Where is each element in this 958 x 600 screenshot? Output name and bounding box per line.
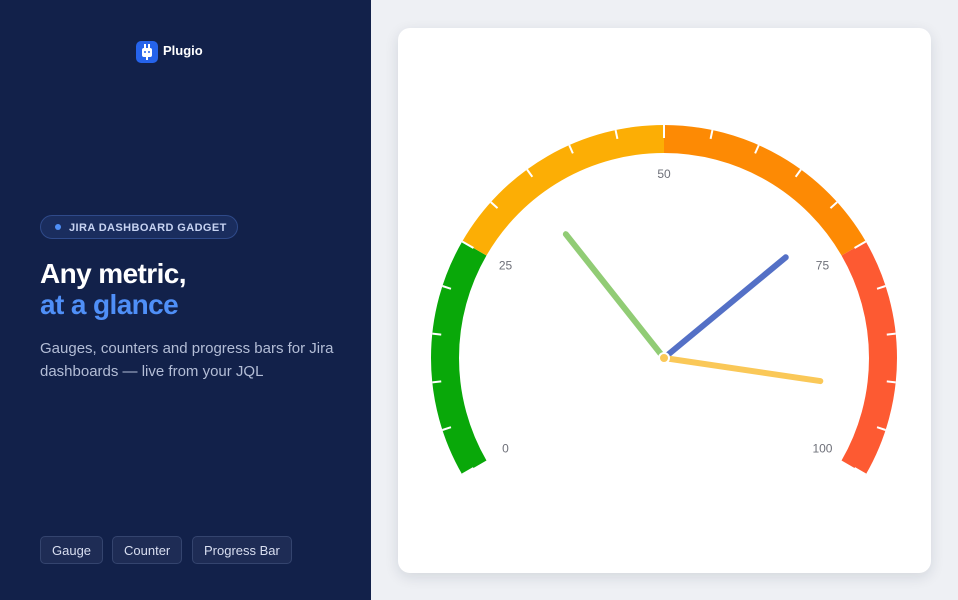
gauge-band <box>663 125 866 256</box>
chart-card: 0 25 50 75 100 <box>398 28 931 573</box>
description: Gauges, counters and progress bars for J… <box>40 340 334 380</box>
minor-tick <box>526 168 534 178</box>
tick-label: 100 <box>812 442 832 456</box>
major-tick <box>461 467 474 476</box>
needle-hub <box>658 352 670 364</box>
gauge-band <box>462 125 665 256</box>
minor-tick <box>829 201 838 209</box>
major-tick <box>854 467 867 476</box>
gauge-button[interactable]: Gauge <box>40 536 104 564</box>
headline-accent: at a glance <box>40 289 179 320</box>
minor-tick <box>432 332 442 336</box>
minor-tick <box>432 380 442 384</box>
minor-tick <box>442 285 452 290</box>
major-tick <box>854 240 867 249</box>
logo-icon <box>142 44 152 60</box>
minor-tick <box>886 332 896 336</box>
minor-tick <box>568 144 574 154</box>
minor-tick <box>876 285 886 290</box>
gauge-band <box>841 241 897 475</box>
needle <box>661 254 789 361</box>
progress-bar-button[interactable]: Progress Bar <box>192 536 292 564</box>
minor-tick <box>754 144 760 154</box>
tick-label: 25 <box>499 259 513 273</box>
needle <box>562 231 667 361</box>
minor-tick <box>886 380 896 384</box>
badge-text: JIRA DASHBOARD GADGET <box>69 222 227 234</box>
brand-name: Plugio <box>163 43 203 58</box>
minor-tick <box>709 129 714 140</box>
tick-label: 0 <box>502 442 509 456</box>
chart: 0 25 50 75 100 <box>431 125 897 476</box>
headline: Any metric, <box>40 258 187 289</box>
minor-tick <box>490 201 499 209</box>
badge: JIRA DASHBOARD GADGET <box>40 215 238 239</box>
minor-tick <box>876 426 886 431</box>
tick-label: 75 <box>816 259 830 273</box>
gauge-band <box>431 241 487 475</box>
major-tick <box>461 240 474 249</box>
needle <box>661 355 824 385</box>
minor-tick <box>442 426 452 431</box>
side-panel: Plugio JIRA DASHBOARD GADGET Any metric,… <box>0 0 371 600</box>
tick-label: 50 <box>657 167 671 181</box>
logo <box>136 41 158 63</box>
minor-tick <box>614 129 619 140</box>
minor-tick <box>794 168 802 178</box>
counter-button[interactable]: Counter <box>112 536 183 564</box>
